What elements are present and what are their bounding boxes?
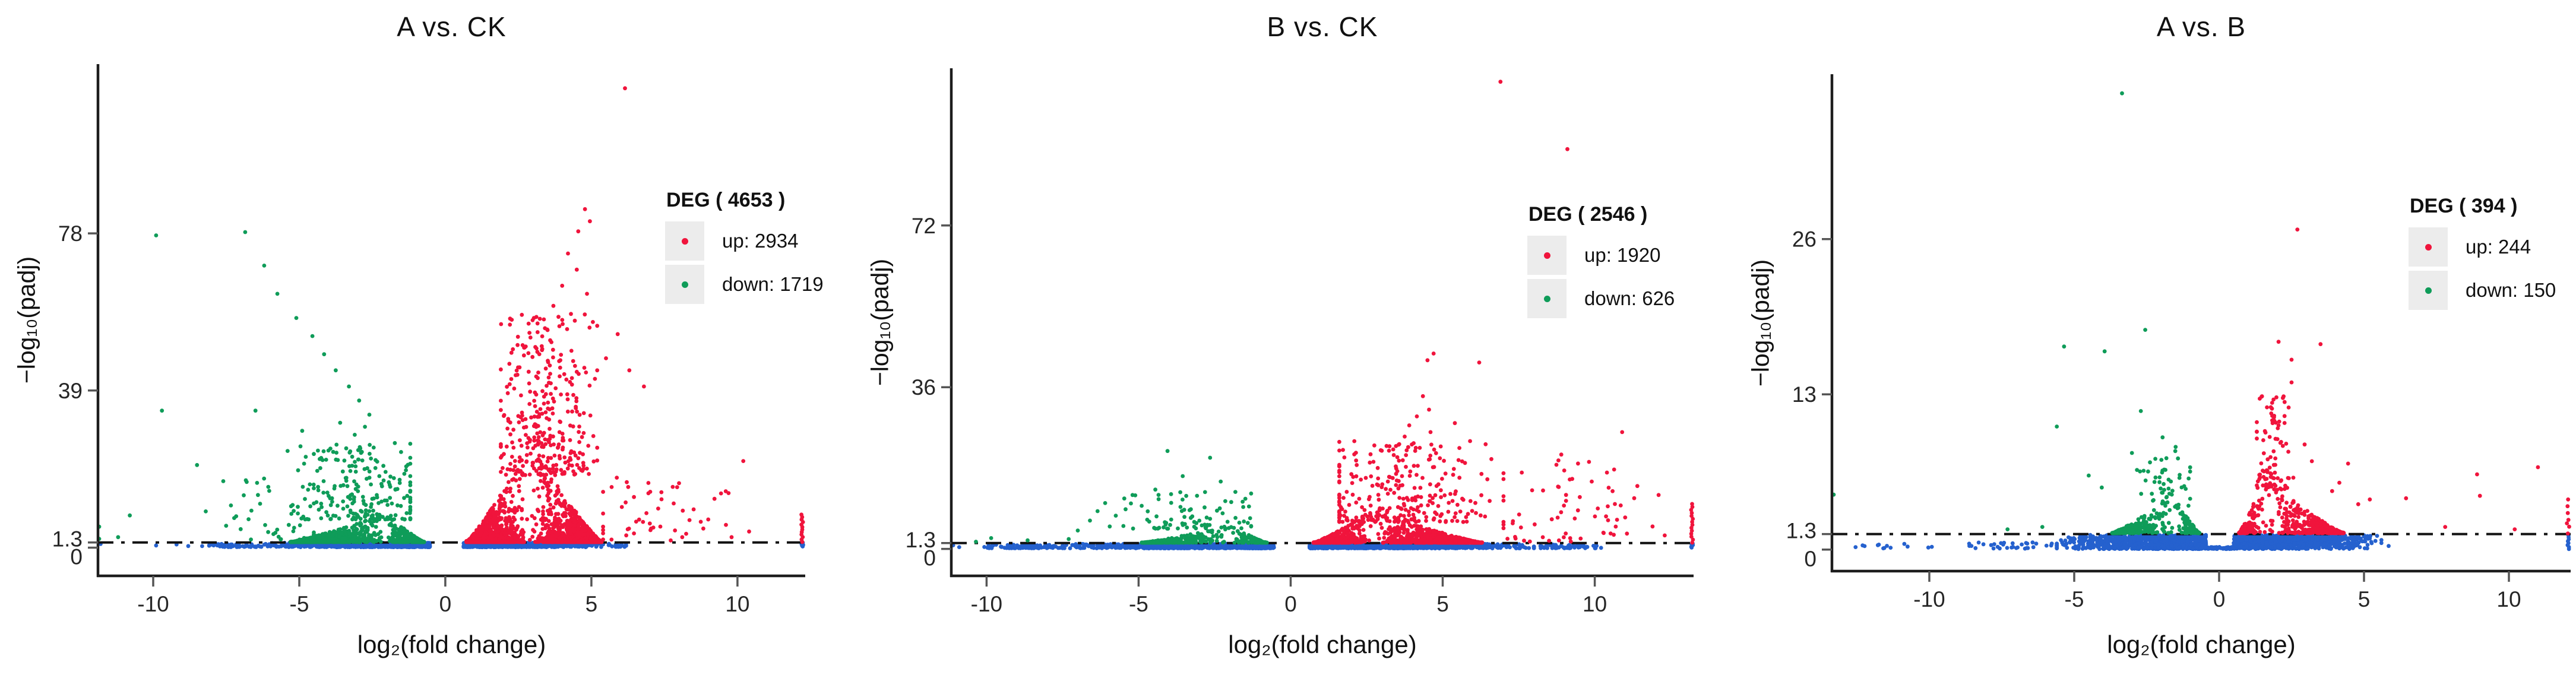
x-ticks: -10 -5 0 5 10 bbox=[971, 576, 1607, 616]
panel-a-vs-b: -10 -5 0 5 10 0 1.3 13 26 A vs. B −log₁₀(padj) l… bbox=[1717, 0, 2576, 675]
x-ticks: -10 -5 0 5 10 bbox=[137, 576, 749, 616]
legend-row-down: down: 626 bbox=[1527, 279, 1675, 318]
points bbox=[1853, 533, 2571, 552]
x-axis-label: log₂(fold change) bbox=[1228, 630, 1417, 658]
up-dot-icon bbox=[1543, 252, 1550, 259]
points bbox=[2237, 227, 2571, 535]
legend-row-up: up: 1920 bbox=[1527, 236, 1675, 275]
plot-title: B vs. CK bbox=[1267, 11, 1378, 42]
y-axis-label: −log₁₀(padj) bbox=[866, 258, 894, 386]
x-axis-label: log₂(fold change) bbox=[357, 630, 546, 658]
axes bbox=[950, 68, 1694, 578]
panel-b-vs-ck: -10 -5 0 5 10 0 1.3 36 72 B vs. CK −log₁₀(padj) … bbox=[859, 0, 1717, 675]
y-axis-label: −log₁₀(padj) bbox=[12, 256, 40, 384]
points bbox=[464, 86, 805, 544]
legend-row-down: down: 1719 bbox=[665, 265, 824, 304]
plot-title: A vs. B bbox=[2156, 11, 2246, 42]
legend-label-down: down: 1719 bbox=[722, 273, 824, 295]
legend-key-down bbox=[2409, 271, 2448, 310]
y-axis-label: −log₁₀(padj) bbox=[1746, 259, 1774, 386]
points bbox=[974, 449, 1269, 545]
x-ticks: -10 -5 0 5 10 bbox=[1913, 571, 2521, 611]
legend-row-up: up: 2934 bbox=[665, 221, 824, 261]
legend-key-down bbox=[665, 265, 704, 304]
down-dot-icon bbox=[2425, 287, 2432, 294]
axes bbox=[96, 64, 805, 578]
legend: DEG ( 2546 ) up: 1920 down: 626 bbox=[1527, 203, 1675, 322]
legend-key-up bbox=[665, 221, 704, 261]
legend-label-up: up: 2934 bbox=[722, 230, 799, 252]
legend-label-down: down: 150 bbox=[2466, 279, 2556, 301]
legend-key-down bbox=[1527, 279, 1567, 318]
legend-label-down: down: 626 bbox=[1584, 287, 1675, 309]
legend-title: DEG ( 4653 ) bbox=[666, 189, 786, 211]
up-dot-icon bbox=[681, 237, 688, 245]
down-dot-icon bbox=[1543, 295, 1550, 302]
legend-label-up: up: 244 bbox=[2466, 236, 2531, 258]
up-dot-icon bbox=[2425, 243, 2432, 251]
legend-row-down: down: 150 bbox=[2409, 271, 2556, 310]
points bbox=[1831, 91, 2202, 535]
legend-title: DEG ( 394 ) bbox=[2410, 195, 2518, 217]
panel-a-vs-ck: -10 -5 0 5 10 0 1.3 39 78 A vs. CK −log₁₀(padj) … bbox=[0, 0, 859, 675]
down-dot-icon bbox=[681, 281, 688, 288]
legend-row-up: up: 244 bbox=[2409, 227, 2556, 267]
legend-key-up bbox=[1527, 236, 1567, 275]
axes bbox=[1830, 74, 2571, 573]
legend: DEG ( 394 ) up: 244 down: 150 bbox=[2409, 195, 2556, 314]
legend-key-up bbox=[2409, 227, 2448, 267]
x-axis-label: log₂(fold change) bbox=[2107, 630, 2296, 658]
legend-label-up: up: 1920 bbox=[1584, 244, 1661, 266]
legend-title: DEG ( 2546 ) bbox=[1528, 203, 1648, 226]
points bbox=[97, 230, 426, 544]
points bbox=[1311, 80, 1695, 545]
legend: DEG ( 4653 ) up: 2934 down: 1719 bbox=[665, 189, 824, 308]
plot-title: A vs. CK bbox=[397, 11, 507, 42]
